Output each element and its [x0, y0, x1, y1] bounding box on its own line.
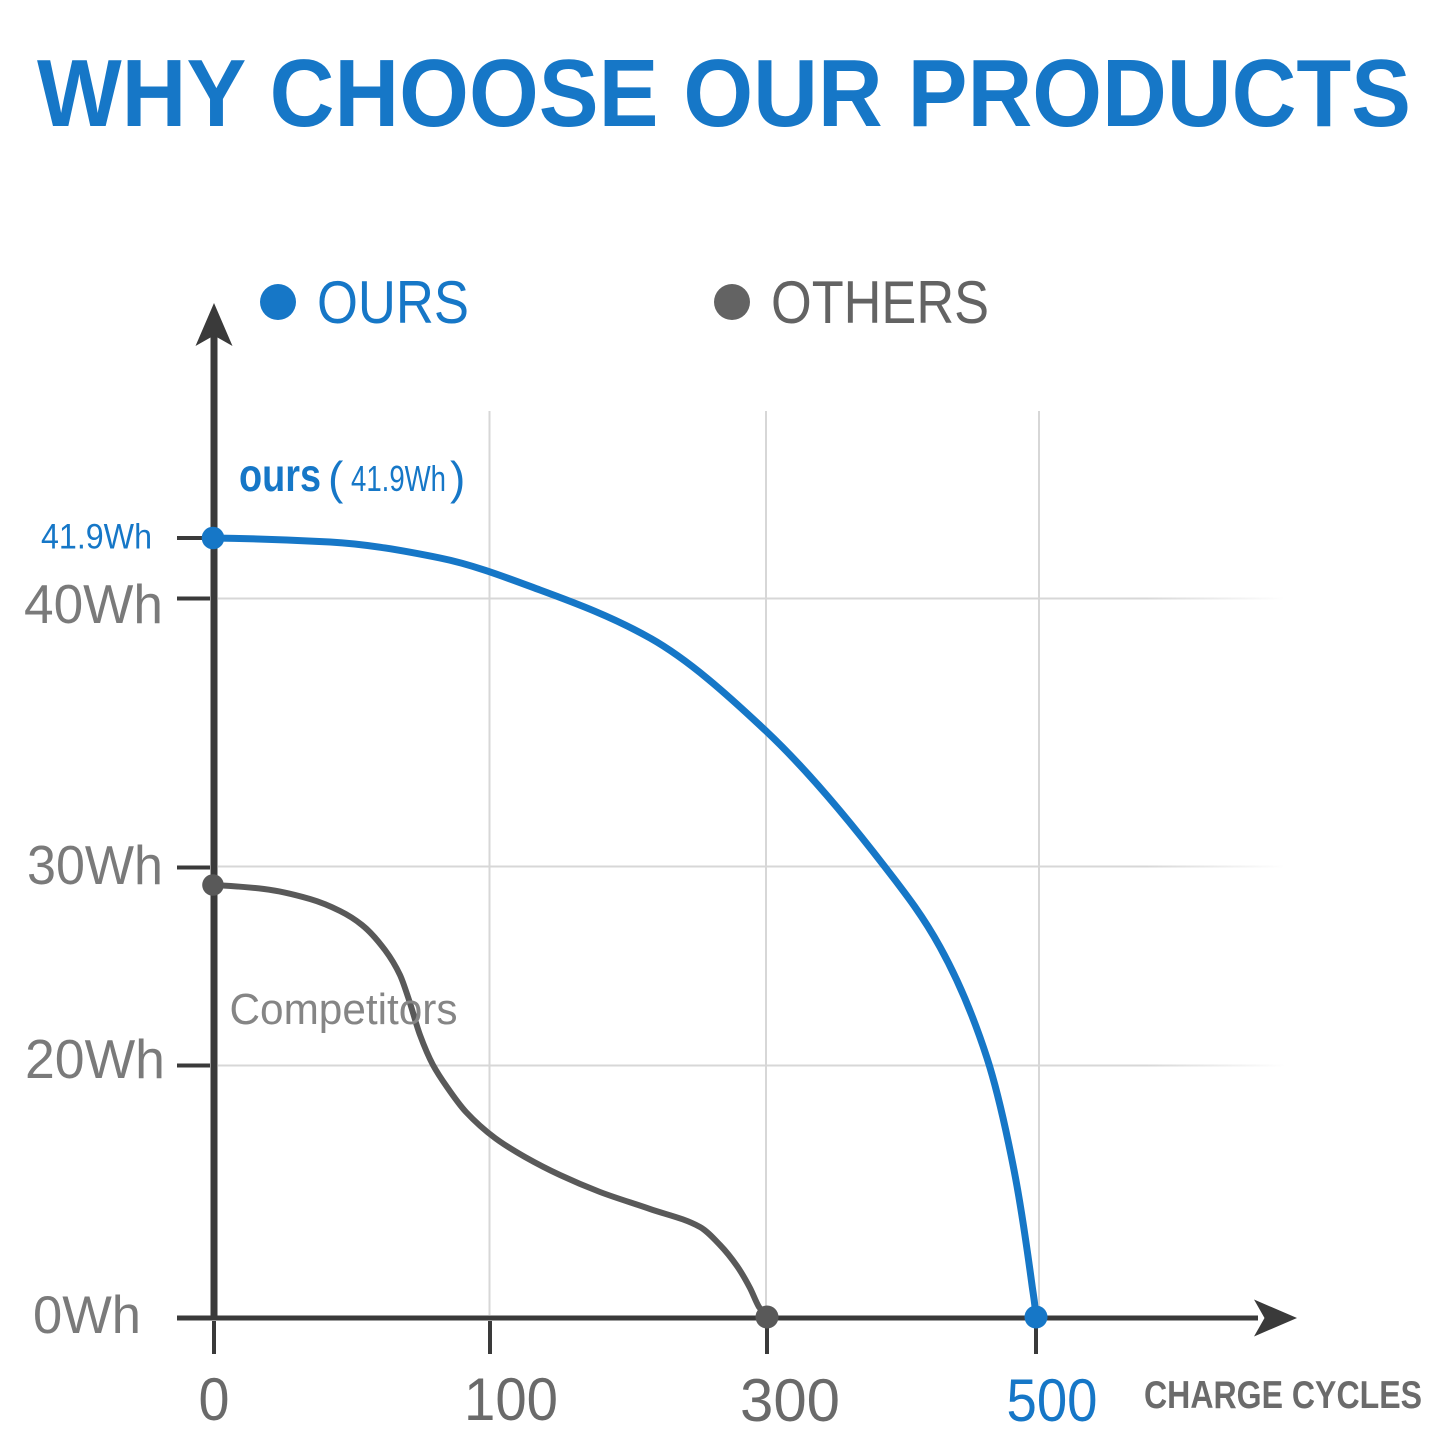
svg-text:0: 0 [199, 1366, 230, 1433]
svg-text:WHY CHOOSE OUR PRODUCTS: WHY CHOOSE OUR PRODUCTS [37, 40, 1411, 147]
svg-text:300: 300 [740, 1367, 840, 1434]
svg-text:OURS: OURS [317, 269, 469, 336]
svg-text:20Wh: 20Wh [25, 1028, 165, 1090]
svg-text:OTHERS: OTHERS [771, 269, 989, 336]
svg-text:41.9Wh: 41.9Wh [351, 458, 446, 499]
svg-text:100: 100 [464, 1366, 558, 1433]
svg-text:0Wh: 0Wh [33, 1286, 141, 1345]
svg-text:30Wh: 30Wh [27, 834, 163, 896]
svg-text:CHARGE CYCLES: CHARGE CYCLES [1144, 1374, 1422, 1417]
svg-text:40Wh: 40Wh [24, 573, 163, 635]
svg-text:(: ( [328, 452, 344, 504]
svg-text:Competitors: Competitors [230, 985, 458, 1034]
svg-text:): ) [450, 452, 465, 504]
svg-text:41.9Wh: 41.9Wh [41, 518, 152, 557]
svg-text:500: 500 [1007, 1367, 1098, 1434]
svg-text:ours: ours [239, 449, 321, 501]
